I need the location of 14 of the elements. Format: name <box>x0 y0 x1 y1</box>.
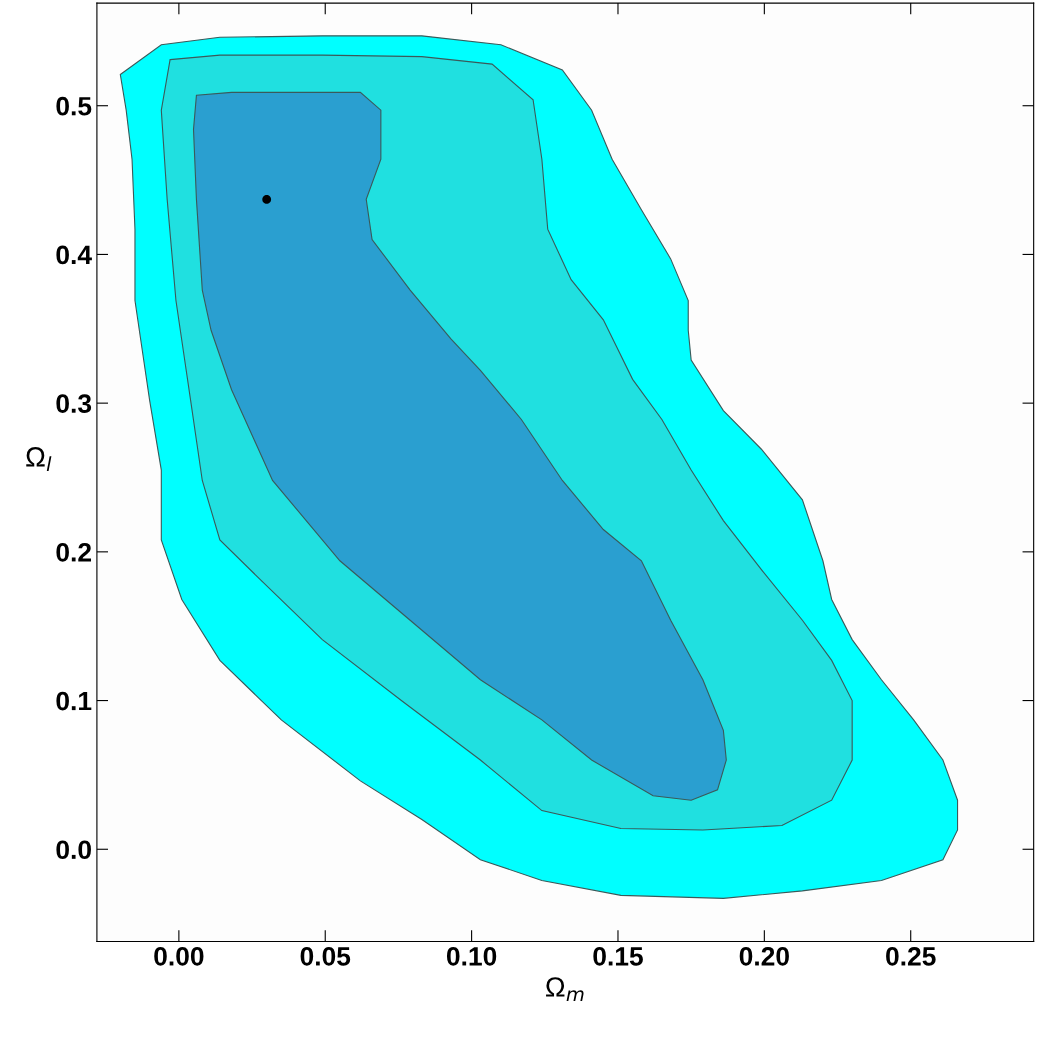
y-tick-label: 0.2 <box>56 542 91 562</box>
x-tick-label: 0.20 <box>739 947 789 966</box>
y-tick-label: 0.1 <box>56 691 92 711</box>
y-axis-title: Ω$_{l}$ <box>26 447 52 472</box>
x-tick-label: 0.00 <box>154 947 204 966</box>
x-tick-label: 0.15 <box>593 947 643 966</box>
x-tick-label: 0.25 <box>886 947 936 966</box>
x-tick-label: 0.10 <box>446 947 497 966</box>
y-tick-label: 0.4 <box>56 245 92 265</box>
x-axis-title: Ω$_{m}$ <box>546 977 584 1002</box>
y-tick-label: 0.5 <box>56 96 92 116</box>
y-tick-label: 0.0 <box>56 840 91 860</box>
x-tick-label: 0.05 <box>300 947 351 966</box>
y-tick-label: 0.3 <box>56 394 92 413</box>
